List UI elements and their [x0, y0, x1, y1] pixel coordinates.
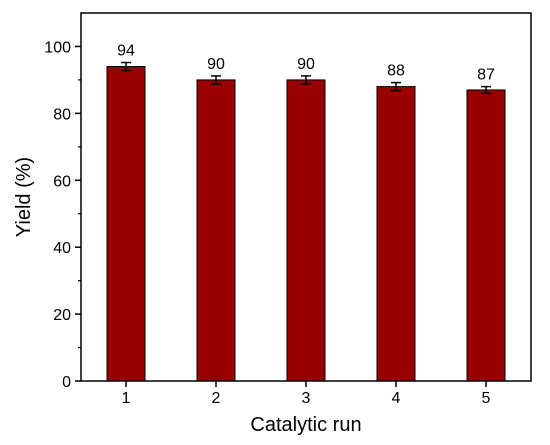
data-label-run-3: 90: [297, 56, 315, 73]
bar-run-4: [376, 86, 416, 382]
data-label-run-1: 94: [117, 43, 135, 60]
y-tick-label: 80: [53, 106, 71, 123]
x-axis-title: Catalytic run: [250, 414, 361, 436]
y-axis-ticks: 0 20 40 60 80 100: [44, 39, 81, 391]
y-axis-title: Yield (%): [13, 157, 35, 237]
error-bar-run-4: [391, 81, 401, 92]
bar-run-1: [106, 66, 146, 382]
error-bars-group: [121, 61, 491, 95]
data-label-run-2: 90: [207, 56, 225, 73]
y-tick-label: 60: [53, 173, 71, 190]
x-tick-label: 2: [212, 390, 221, 407]
error-bar-run-3: [301, 75, 311, 85]
x-tick-label: 4: [392, 390, 401, 407]
y-tick-label: 20: [53, 307, 71, 324]
error-bar-run-1: [121, 61, 131, 72]
bar-run-3: [286, 79, 326, 382]
error-bar-run-2: [211, 75, 221, 85]
y-tick-label: 0: [62, 374, 71, 391]
y-tick-label: 100: [44, 39, 71, 56]
data-labels-group: 94 90 90 88 87: [117, 43, 495, 84]
bars-group: [106, 66, 506, 382]
x-tick-label: 1: [122, 390, 131, 407]
x-axis-ticks: 1 2 3 4 5: [122, 381, 491, 407]
data-label-run-4: 88: [387, 63, 405, 80]
bar-run-5: [466, 89, 506, 382]
error-bar-run-5: [481, 85, 491, 95]
bar-run-2: [196, 79, 236, 382]
x-tick-label: 5: [482, 390, 491, 407]
x-tick-label: 3: [302, 390, 311, 407]
y-tick-label: 40: [53, 240, 71, 257]
data-label-run-5: 87: [477, 67, 495, 84]
